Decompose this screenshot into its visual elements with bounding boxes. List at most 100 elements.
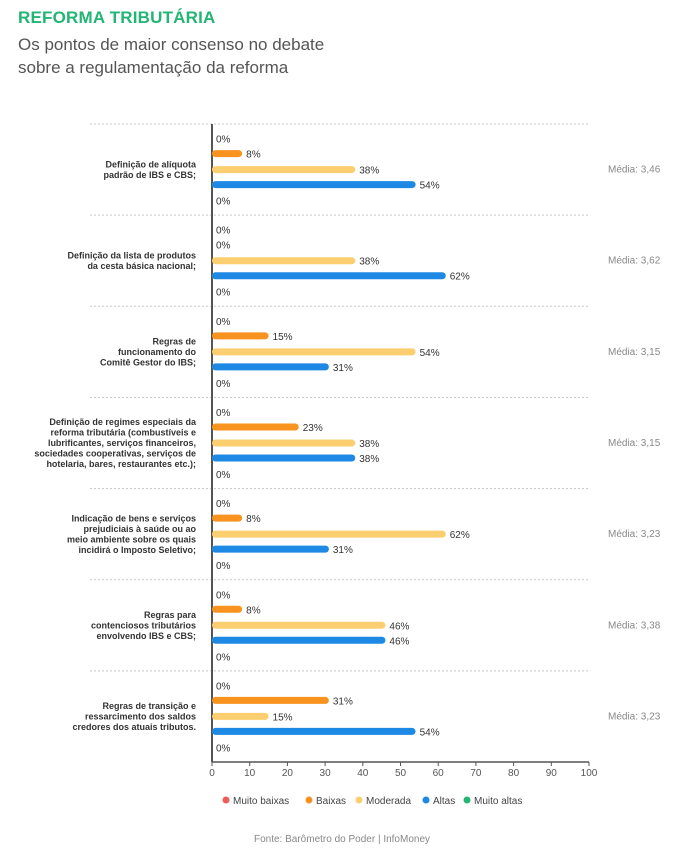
- legend-altas-marker: [422, 796, 430, 804]
- data-label: 0%: [216, 743, 231, 754]
- bar-altas: [212, 272, 446, 280]
- data-label: 8%: [246, 514, 261, 525]
- category-label: Comitê Gestor do IBS;: [100, 357, 196, 367]
- media-label: Média: 3,23: [608, 711, 661, 722]
- legend-baixas-marker: [305, 796, 313, 804]
- category-label: Definição de regimes especiais da: [49, 417, 197, 427]
- category-label: incidirá o Imposto Seletivo;: [78, 545, 196, 555]
- category-label: hotelaria, bares, restaurantes etc.);: [46, 459, 196, 469]
- bar-baixas: [212, 696, 329, 704]
- data-label: 0%: [216, 470, 231, 481]
- x-tick-label: 30: [320, 768, 332, 779]
- bar-altas: [212, 727, 416, 735]
- data-label: 46%: [389, 636, 409, 647]
- x-tick-label: 100: [581, 768, 598, 779]
- bar-baixas: [212, 150, 243, 158]
- x-tick-label: 70: [470, 768, 482, 779]
- data-label: 38%: [359, 454, 379, 465]
- data-label: 0%: [216, 590, 231, 601]
- data-label: 54%: [420, 727, 440, 738]
- data-label: 62%: [450, 272, 470, 283]
- data-label: 38%: [359, 439, 379, 450]
- category-label: sociedades cooperativas, serviços de: [34, 449, 196, 459]
- x-tick-label: 10: [244, 768, 256, 779]
- category-label: Regras de transição e: [102, 701, 196, 711]
- x-tick-label: 80: [508, 768, 520, 779]
- category-label: prejudiciais à saúde ou ao: [83, 524, 196, 534]
- data-label: 0%: [216, 652, 231, 663]
- category-label: da cesta básica nacional;: [87, 261, 196, 271]
- media-label: Média: 3,23: [608, 529, 661, 540]
- data-label: 15%: [273, 332, 293, 343]
- bar-baixas: [212, 605, 243, 613]
- bar-altas: [212, 454, 356, 462]
- legend-moderada-label: Moderada: [366, 796, 411, 807]
- data-label: 8%: [246, 150, 261, 161]
- legend-muito-altas-label: Muito altas: [474, 796, 522, 807]
- category-label: reforma tributária (combustíveis e: [50, 428, 196, 438]
- bar-moderada: [212, 348, 416, 356]
- bar-moderada: [212, 439, 356, 447]
- source-note: Fonte: Barômetro do Poder | InfoMoney: [253, 834, 431, 845]
- data-label: 38%: [359, 257, 379, 268]
- legend-altas-label: Altas: [433, 796, 455, 807]
- category-label: meio ambiente sobre os quais: [67, 534, 196, 544]
- data-label: 8%: [246, 605, 261, 616]
- category-label: Regras para: [144, 610, 197, 620]
- x-tick-label: 0: [209, 768, 215, 779]
- data-label: 31%: [333, 545, 353, 556]
- category-label: Indicação de bens e serviços: [71, 513, 196, 523]
- media-label: Média: 3,15: [608, 438, 661, 449]
- x-tick-label: 20: [282, 768, 294, 779]
- media-label: Média: 3,62: [608, 256, 661, 267]
- data-label: 0%: [216, 317, 231, 328]
- legend-muito-baixas-marker: [222, 796, 230, 804]
- category-label: credores dos atuais tributos.: [72, 722, 196, 732]
- media-label: Média: 3,46: [608, 165, 661, 176]
- x-tick-label: 60: [433, 768, 445, 779]
- data-label: 54%: [420, 348, 440, 359]
- bar-moderada: [212, 166, 356, 174]
- chart-title: REFORMA TRIBUTÁRIA: [18, 8, 216, 27]
- data-label: 0%: [216, 288, 231, 299]
- bar-altas: [212, 545, 329, 553]
- data-label: 0%: [216, 226, 231, 237]
- bar-altas: [212, 636, 386, 644]
- bar-baixas: [212, 423, 299, 431]
- bar-altas: [212, 181, 416, 189]
- data-label: 0%: [216, 408, 231, 419]
- category-label: funcionamento do: [118, 347, 196, 357]
- chart-subtitle: Os pontos de maior consenso no debate so…: [18, 35, 325, 77]
- bar-chart: 0 10 20 30 40 50 60 70 80 90 100 Definição de alíqu…: [34, 123, 661, 807]
- category-label: lubrificantes, serviços financeiros,: [48, 438, 196, 448]
- data-label: 0%: [216, 241, 231, 252]
- data-label: 31%: [333, 363, 353, 374]
- data-label: 62%: [450, 530, 470, 541]
- data-label: 0%: [216, 681, 231, 692]
- data-label: 31%: [333, 696, 353, 707]
- legend-baixas-label: Baixas: [316, 796, 346, 807]
- legend-muito-altas-marker: [463, 796, 471, 804]
- data-label: 15%: [273, 712, 293, 723]
- legend-muito-baixas-label: Muito baixas: [233, 796, 289, 807]
- legend-moderada-marker: [355, 796, 363, 804]
- data-label: 0%: [216, 499, 231, 510]
- x-tick-label: 40: [357, 768, 369, 779]
- data-label: 46%: [389, 621, 409, 632]
- data-label: 23%: [303, 423, 323, 434]
- x-tick-label: 90: [546, 768, 558, 779]
- category-label: Definição da lista de produtos: [67, 250, 196, 260]
- data-label: 54%: [420, 181, 440, 192]
- data-label: 0%: [216, 379, 231, 390]
- category-label: padrão de IBS e CBS;: [103, 170, 196, 180]
- data-label: 0%: [216, 561, 231, 572]
- data-label: 38%: [359, 166, 379, 177]
- data-label: 0%: [216, 197, 231, 208]
- media-label: Média: 3,38: [608, 620, 661, 631]
- category-label: ressarcimento dos saldos: [85, 711, 196, 721]
- category-label: Regras de: [152, 336, 196, 346]
- media-label: Média: 3,15: [608, 347, 661, 358]
- data-label: 0%: [216, 135, 231, 146]
- category-label: envolvendo IBS e CBS;: [96, 631, 196, 641]
- bar-baixas: [212, 332, 269, 340]
